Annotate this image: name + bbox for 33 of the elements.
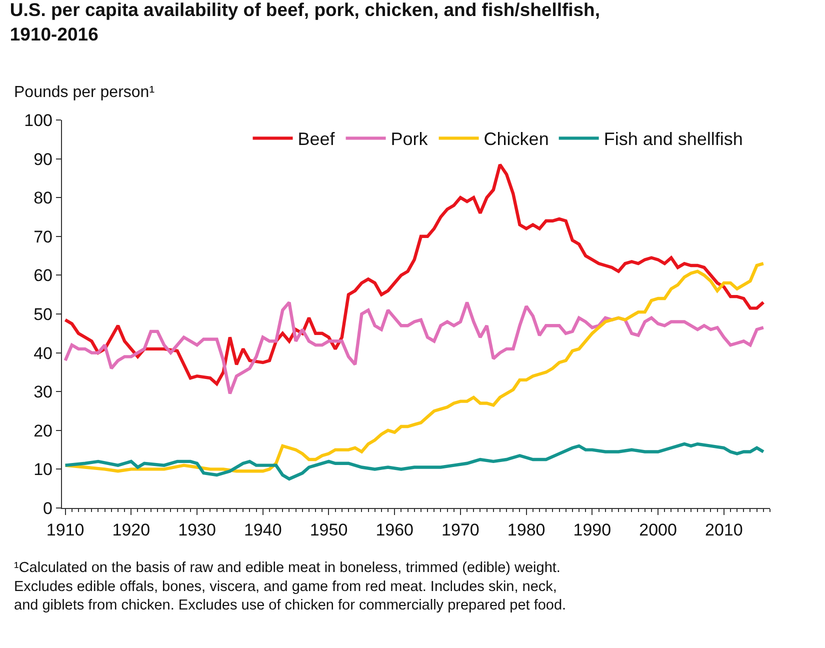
y-tick-label: 70 [34,227,52,246]
legend-label: Beef [298,129,336,150]
x-tick-label: 1910 [46,520,84,540]
x-tick-label: 1930 [178,520,216,540]
y-tick-label: 30 [34,382,52,402]
line-series [64,442,766,480]
line-series [64,163,766,386]
y-tick-label: 100 [24,110,52,130]
x-tick-label: 2000 [639,520,677,540]
y-tick-label: 10 [34,460,52,480]
x-tick-label: 1960 [376,520,414,540]
y-tick-label: 20 [34,421,52,440]
legend-label: Chicken [484,129,549,150]
x-tick-label: 1990 [573,520,612,540]
y-tick-label: 50 [34,304,52,324]
x-tick-label: 1950 [310,520,348,540]
x-tick-label: 2010 [704,520,743,540]
y-axis-title: Pounds per person¹ [14,84,155,101]
legend-label: Fish and shellfish [604,129,743,150]
line-series [64,300,766,396]
x-tick-label: 1940 [244,520,282,540]
chart-title: U.S. per capita availability of beef, pork, chicken, and fish/shellfish, 1910-2016 [10,0,600,44]
y-tick-label: 40 [34,344,52,363]
line-series [64,262,766,473]
text: ¹Calculated on the basis of raw and edible meat in boneless, trimmed (edible) weight. Excludes edible offals, bones, viscera, and game from red meat. Includes skin, neck, and giblets from chicken. Excludes use of chicken for commercially prepared pet food. [14,560,566,614]
x-tick-label: 1970 [442,520,480,540]
y-tick-label: 80 [34,188,52,208]
x-tick-label: 1980 [507,520,546,540]
x-tick-label: 1920 [112,520,150,540]
legend-label: Pork [390,129,429,150]
y-tick-label: 0 [43,498,52,518]
y-tick-label: 60 [34,266,52,286]
y-tick-label: 90 [34,150,52,169]
